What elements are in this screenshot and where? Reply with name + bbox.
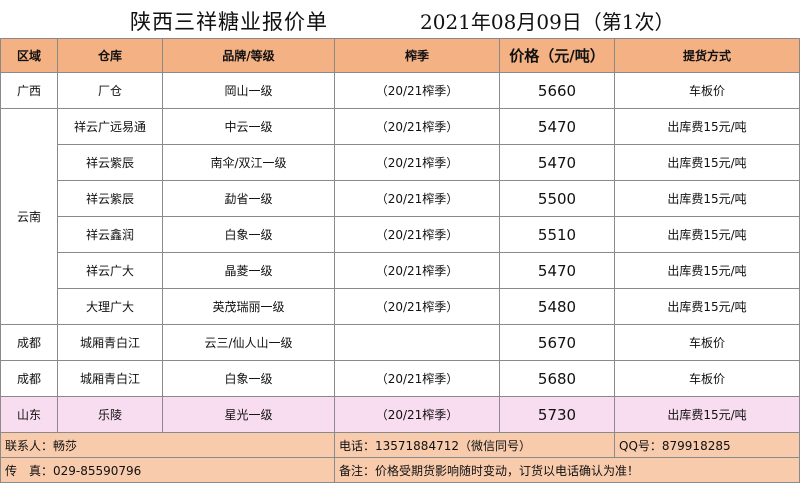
- brand-cell: 晶菱一级: [162, 252, 335, 289]
- col-header-price: 价格（元/吨）: [499, 38, 615, 73]
- contact-phone: 电话：13571884712（微信同号）: [334, 432, 615, 458]
- price-cell: 5670: [499, 324, 615, 361]
- delivery-cell: 车板价: [614, 324, 800, 361]
- brand-cell: 云三/仙人山一级: [162, 324, 335, 361]
- price-cell: 5730: [499, 396, 615, 433]
- season-cell: [334, 324, 500, 361]
- contact-person: 联系人：畅莎: [0, 432, 335, 458]
- season-cell: （20/21榨季）: [334, 180, 500, 217]
- season-cell: （20/21榨季）: [334, 144, 500, 181]
- price-cell: 5500: [499, 180, 615, 217]
- warehouse-cell: 祥云广远易通: [57, 108, 163, 145]
- region-cell: 成都: [0, 324, 58, 361]
- table-row: 大理广大 英茂瑞丽一级 （20/21榨季） 5480 出库费15元/吨: [1, 288, 800, 325]
- delivery-cell: 出库费15元/吨: [614, 396, 800, 433]
- page-title: 陕西三祥糖业报价单: [130, 10, 328, 34]
- warehouse-cell: 城厢青白江: [57, 360, 163, 397]
- quote-date: 2021年08月09日（第1次）: [420, 10, 675, 34]
- warehouse-cell: 祥云广大: [57, 252, 163, 289]
- brand-cell: 白象一级: [162, 360, 335, 397]
- contact-fax: 传 真：029-85590796: [0, 457, 335, 483]
- table-row: 云南 祥云广远易通 中云一级 （20/21榨季） 5470 出库费15元/吨: [0, 108, 800, 325]
- col-header-warehouse: 仓库: [57, 38, 163, 73]
- season-cell: （20/21榨季）: [334, 252, 500, 289]
- brand-cell: 勐省一级: [162, 180, 335, 217]
- table-row: 祥云鑫润 白象一级 （20/21榨季） 5510 出库费15元/吨: [1, 216, 800, 253]
- region-cell: 广西: [0, 72, 58, 109]
- col-header-region: 区域: [0, 38, 58, 73]
- brand-cell: 星光一级: [162, 396, 335, 433]
- title-row: 陕西三祥糖业报价单 2021年08月09日（第1次）: [0, 0, 800, 38]
- price-cell: 5470: [499, 144, 615, 181]
- brand-cell: 中云一级: [162, 108, 335, 145]
- delivery-cell: 出库费15元/吨: [614, 180, 800, 217]
- warehouse-cell: 城厢青白江: [57, 324, 163, 361]
- table-row: 广西 厂仓 岡山一级 （20/21榨季） 5660 车板价: [0, 72, 800, 109]
- season-cell: （20/21榨季）: [334, 72, 500, 109]
- price-cell: 5510: [499, 216, 615, 253]
- col-header-season: 榨季: [334, 38, 500, 73]
- season-cell: （20/21榨季）: [334, 108, 500, 145]
- footer-row-fax: 传 真：029-85590796 备注：价格受期货影响随时变动，订货以电话确认为…: [0, 457, 800, 483]
- brand-cell: 白象一级: [162, 216, 335, 253]
- season-cell: （20/21榨季）: [334, 288, 500, 325]
- contact-qq: QQ号：879918285: [614, 432, 800, 458]
- warehouse-cell: 乐陵: [57, 396, 163, 433]
- season-cell: （20/21榨季）: [334, 360, 500, 397]
- price-cell: 5480: [499, 288, 615, 325]
- region-cell: 山东: [0, 396, 58, 433]
- delivery-cell: 出库费15元/吨: [614, 288, 800, 325]
- warehouse-cell: 大理广大: [57, 288, 163, 325]
- delivery-cell: 出库费15元/吨: [614, 144, 800, 181]
- delivery-cell: 车板价: [614, 72, 800, 109]
- delivery-cell: 出库费15元/吨: [614, 216, 800, 253]
- season-cell: （20/21榨季）: [334, 396, 500, 433]
- brand-cell: 英茂瑞丽一级: [162, 288, 335, 325]
- table-row: 祥云紫辰 南伞/双江一级 （20/21榨季） 5470 出库费15元/吨: [1, 144, 800, 181]
- price-table: 区域 仓库 品牌/等级 榨季 价格（元/吨） 提货方式 广西 厂仓 岡山一级 （…: [0, 38, 800, 483]
- footer-row-contact: 联系人：畅莎 电话：13571884712（微信同号） QQ号：87991828…: [0, 432, 800, 458]
- table-row: 祥云紫辰 勐省一级 （20/21榨季） 5500 出库费15元/吨: [1, 180, 800, 217]
- table-row: 祥云广大 晶菱一级 （20/21榨季） 5470 出库费15元/吨: [1, 252, 800, 289]
- delivery-cell: 出库费15元/吨: [614, 252, 800, 289]
- season-cell: （20/21榨季）: [334, 216, 500, 253]
- table-row: 成都 城厢青白江 白象一级 （20/21榨季） 5680 车板价: [0, 360, 800, 397]
- header-row: 区域 仓库 品牌/等级 榨季 价格（元/吨） 提货方式: [0, 38, 800, 73]
- price-note: 备注：价格受期货影响随时变动，订货以电话确认为准！: [334, 457, 800, 483]
- region-cell: 云南: [0, 108, 58, 325]
- table-row-highlighted: 山东 乐陵 星光一级 （20/21榨季） 5730 出库费15元/吨: [0, 396, 800, 433]
- price-cell: 5470: [499, 252, 615, 289]
- col-header-delivery: 提货方式: [614, 38, 800, 73]
- warehouse-cell: 厂仓: [57, 72, 163, 109]
- col-header-brand: 品牌/等级: [162, 38, 335, 73]
- delivery-cell: 出库费15元/吨: [614, 108, 800, 145]
- warehouse-cell: 祥云紫辰: [57, 144, 163, 181]
- price-cell: 5660: [499, 72, 615, 109]
- price-cell: 5680: [499, 360, 615, 397]
- brand-cell: 岡山一级: [162, 72, 335, 109]
- price-cell: 5470: [499, 108, 615, 145]
- table-row: 成都 城厢青白江 云三/仙人山一级 5670 车板价: [0, 324, 800, 361]
- brand-cell: 南伞/双江一级: [162, 144, 335, 181]
- warehouse-cell: 祥云鑫润: [57, 216, 163, 253]
- delivery-cell: 车板价: [614, 360, 800, 397]
- region-cell: 成都: [0, 360, 58, 397]
- warehouse-cell: 祥云紫辰: [57, 180, 163, 217]
